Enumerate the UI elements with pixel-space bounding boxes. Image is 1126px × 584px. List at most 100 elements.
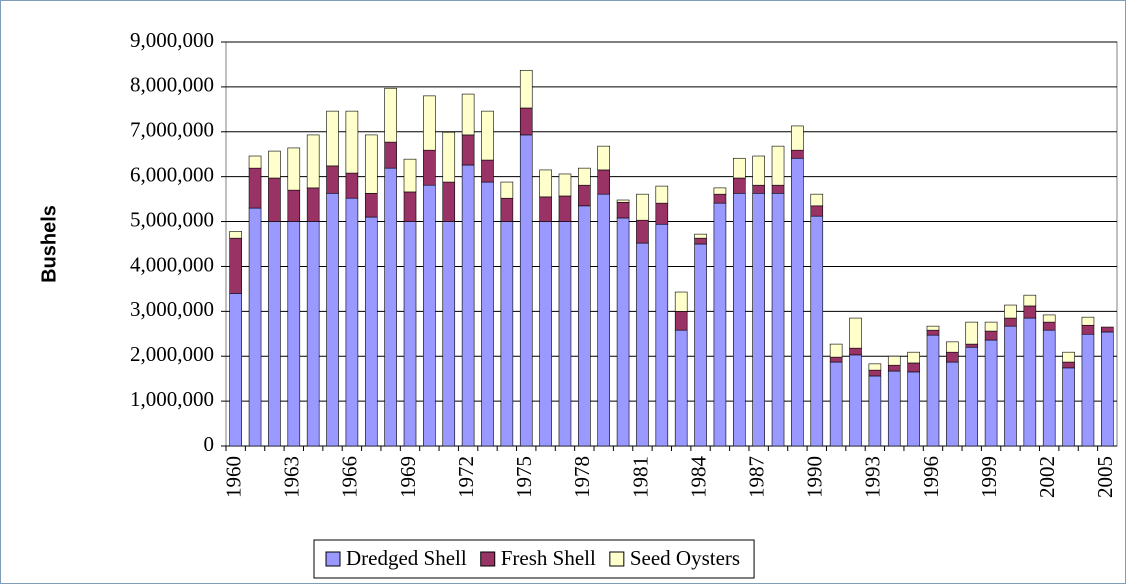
- bar-segment: [306, 134, 320, 189]
- bar-segment: [403, 221, 417, 447]
- bar-segment: [1062, 351, 1075, 363]
- bar-segment: [481, 159, 494, 183]
- y-tick-label: 9,000,000: [130, 28, 214, 52]
- x-tick-label: 1999: [977, 456, 1001, 498]
- bar-segment: [907, 362, 920, 373]
- bar-segment: [713, 202, 727, 447]
- bar-segment: [674, 329, 688, 447]
- bar-segment: [287, 189, 301, 222]
- bar-segment: [384, 167, 397, 447]
- x-tick-label: 1984: [686, 456, 710, 499]
- bar-segment: [674, 291, 688, 312]
- x-tick-label: 1972: [454, 456, 478, 498]
- bar-segment: [442, 181, 456, 222]
- bar-segment: [655, 223, 669, 447]
- bar-segment: [1101, 326, 1114, 333]
- bar-segment: [1023, 317, 1037, 447]
- bar-segment: [965, 321, 979, 345]
- legend-label: Fresh Shell: [501, 546, 596, 570]
- x-tick-label: 1990: [803, 456, 827, 498]
- bar-segment: [732, 157, 746, 179]
- bar-segment: [539, 169, 552, 198]
- y-tick-label: 2,000,000: [130, 342, 214, 366]
- bar-segment: [616, 201, 630, 219]
- bar-segment: [636, 242, 649, 447]
- bar-segment: [810, 193, 824, 207]
- bar-segment: [694, 243, 707, 447]
- bar-segment: [597, 169, 611, 195]
- bar-segment: [229, 237, 242, 294]
- y-tick-label: 1,000,000: [130, 387, 214, 411]
- bar-segment: [578, 167, 591, 186]
- bar-segment: [849, 317, 862, 349]
- bar-segment: [500, 221, 514, 447]
- bar-segment: [984, 330, 998, 341]
- legend: [313, 539, 755, 579]
- bar-segment: [384, 141, 397, 169]
- bar-segment: [1042, 314, 1056, 323]
- bar-segment: [616, 199, 630, 203]
- bar-segment: [1062, 367, 1075, 447]
- bar-segment: [829, 356, 843, 363]
- bar-segment: [1004, 304, 1017, 319]
- x-tick-label: 1996: [919, 456, 943, 498]
- x-tick-label: 1987: [744, 456, 768, 498]
- bar-segment: [655, 185, 669, 204]
- bar-segment: [616, 217, 630, 447]
- y-axis-title: Bushels: [38, 205, 60, 283]
- bar-segment: [694, 237, 707, 245]
- bar-segment: [248, 167, 262, 209]
- bar-segment: [1081, 324, 1095, 335]
- bar-segment: [403, 191, 417, 222]
- bar-segment: [1062, 361, 1075, 369]
- y-tick-label: 0: [204, 432, 215, 456]
- y-tick-label: 8,000,000: [130, 73, 214, 97]
- bar-segment: [791, 157, 804, 447]
- bar-segment: [752, 184, 765, 194]
- bar-segment: [326, 165, 339, 194]
- bar-segment: [423, 149, 436, 186]
- y-tick-label: 7,000,000: [130, 118, 214, 142]
- bar-segment: [868, 369, 882, 377]
- bar-segment: [1004, 325, 1017, 447]
- x-tick-label: 1963: [280, 456, 304, 498]
- bar-segment: [887, 355, 901, 366]
- bar-segment: [829, 343, 843, 358]
- bar-segment: [713, 193, 727, 204]
- bar-segment: [539, 221, 552, 447]
- bar-segment: [926, 334, 940, 447]
- bar-segment: [423, 184, 436, 447]
- bar-segment: [829, 361, 843, 447]
- bar-segment: [655, 202, 669, 225]
- bar-segment: [558, 173, 572, 197]
- bar-segment: [268, 177, 281, 222]
- x-tick-label: 1978: [570, 456, 594, 498]
- bar-segment: [500, 181, 514, 199]
- bar-segment: [713, 187, 727, 195]
- plot-area: [225, 41, 1118, 447]
- bar-segment: [849, 347, 862, 356]
- bar-segment: [868, 375, 882, 447]
- x-tick-label: 1975: [512, 456, 536, 498]
- bar-segment: [345, 197, 359, 447]
- bar-segment: [752, 192, 765, 447]
- bar-segment: [810, 205, 824, 217]
- bar-segment: [519, 107, 533, 136]
- bar-segment: [771, 145, 785, 186]
- bar-segment: [1004, 317, 1017, 327]
- bar-segment: [326, 192, 339, 447]
- bar-segment: [229, 293, 242, 447]
- y-tick-label: 5,000,000: [130, 207, 214, 231]
- legend-swatch: [480, 551, 496, 567]
- x-tick-label: 1993: [861, 456, 885, 498]
- bar-segment: [306, 221, 320, 447]
- bar-segment: [461, 164, 475, 447]
- bar-segment: [984, 339, 998, 447]
- bar-segment: [636, 219, 649, 244]
- bar-segment: [597, 145, 611, 171]
- bar-segment: [287, 147, 301, 191]
- bar-segment: [732, 177, 746, 194]
- bar-segment: [984, 321, 998, 332]
- bar-segment: [1101, 331, 1114, 447]
- bar-segment: [1023, 294, 1037, 307]
